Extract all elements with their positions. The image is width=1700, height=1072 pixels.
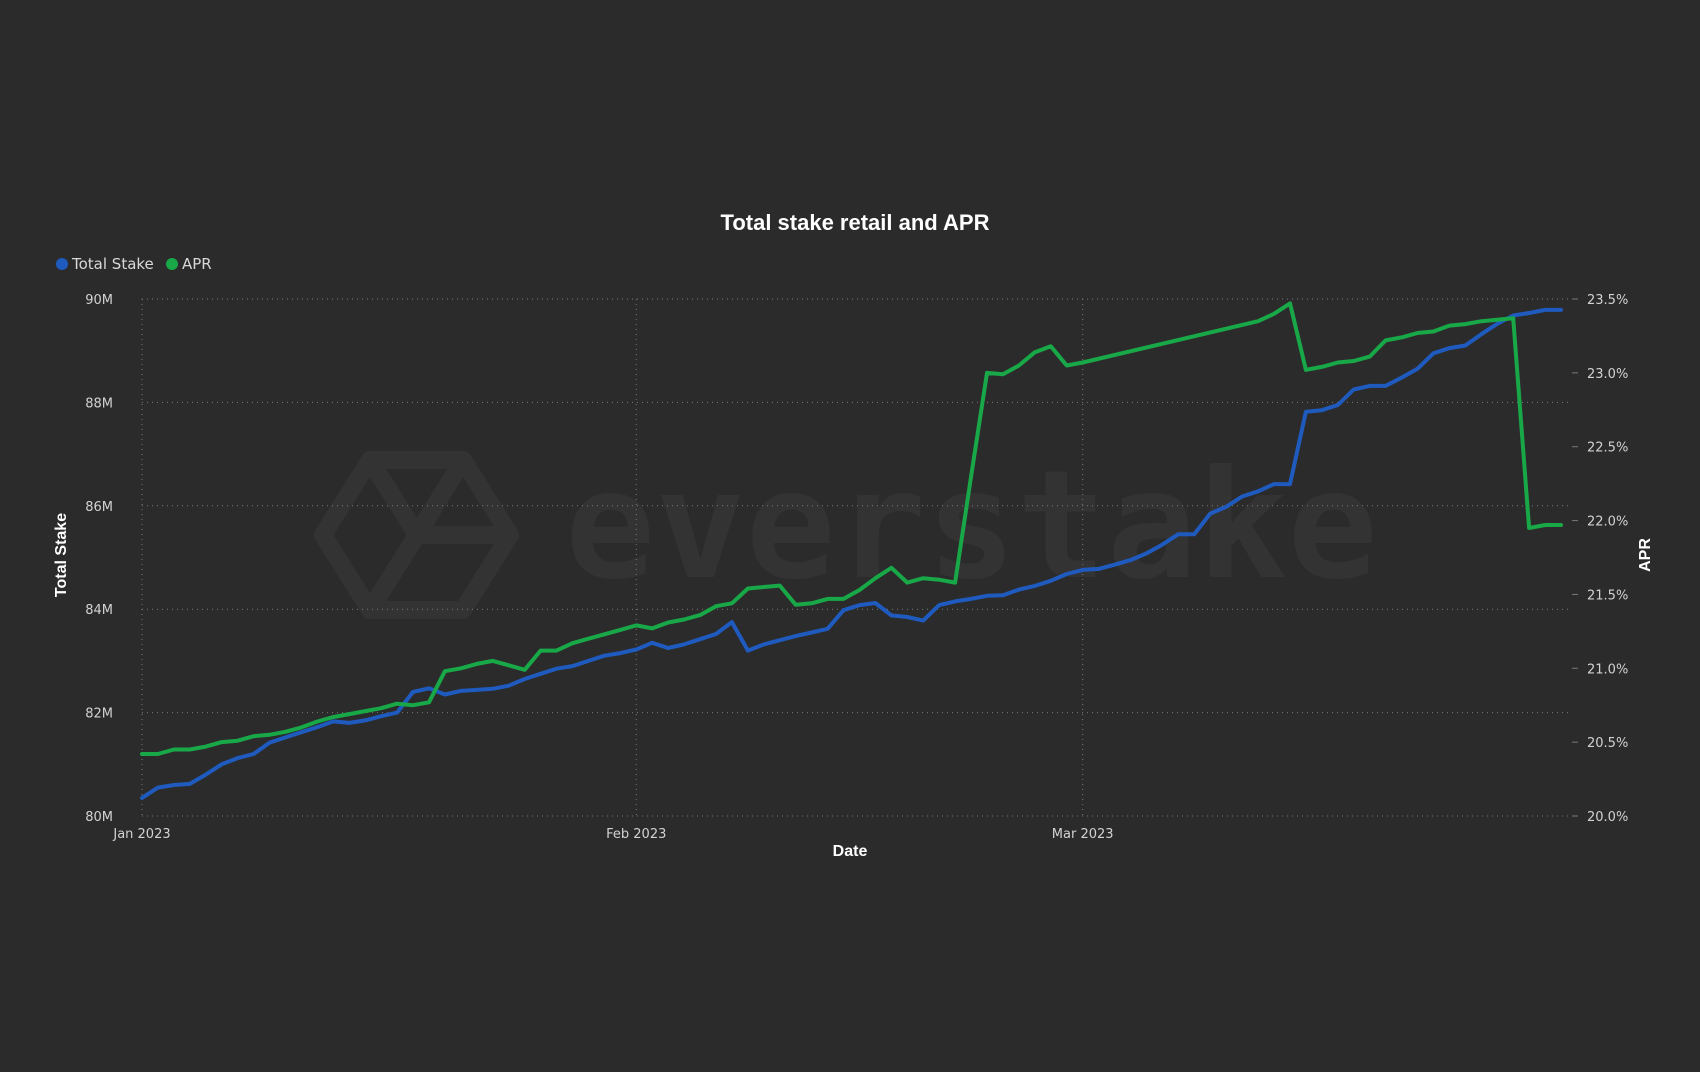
x-axis-ticks: Jan 2023 Feb 2023 Mar 2023 — [112, 827, 1113, 842]
y2-tick-label: 21.0% — [1587, 662, 1628, 677]
x-tick-label: Jan 2023 — [112, 827, 170, 842]
y-tick-label: 90M — [85, 293, 113, 308]
legend-item-apr[interactable]: APR — [166, 255, 212, 273]
series-line-apr[interactable] — [140, 301, 1563, 756]
series-line-total-stake[interactable] — [140, 307, 1563, 800]
x-axis-title: Date — [833, 843, 868, 860]
y2-tick-label: 23.5% — [1587, 293, 1628, 308]
legend-label-apr: APR — [182, 255, 212, 273]
hexagon-logo-icon — [314, 451, 519, 619]
legend-marker-apr — [166, 258, 178, 270]
left-axis-ticks: 80M 82M 84M 86M 88M 90M — [85, 293, 113, 825]
x-tick-label: Feb 2023 — [606, 827, 666, 842]
plot-area[interactable] — [140, 301, 1563, 800]
y-tick-label: 88M — [85, 396, 113, 411]
y-tick-label: 86M — [85, 500, 113, 515]
y2-tick-label: 20.5% — [1587, 736, 1628, 751]
chart-title: Total stake retail and APR — [721, 210, 990, 235]
y2-axis-title: APR — [1637, 538, 1654, 572]
gridlines — [141, 298, 1572, 817]
y2-tick-label: 22.0% — [1587, 515, 1628, 530]
legend-marker-total-stake — [56, 258, 68, 270]
right-axis-ticks: 20.0% 20.5% 21.0% 21.5% 22.0% 22.5% 23.0% 23.5% — [1572, 293, 1628, 825]
y-tick-label: 84M — [85, 603, 113, 618]
y2-tick-label: 22.5% — [1587, 441, 1628, 456]
y-tick-label: 82M — [85, 707, 113, 722]
y-axis-title: Total Stake — [53, 513, 70, 597]
watermark: everstake — [314, 439, 1378, 619]
y-tick-label: 80M — [85, 810, 113, 825]
legend-label-total-stake: Total Stake — [71, 255, 154, 273]
legend-item-total-stake[interactable]: Total Stake — [56, 255, 154, 273]
y2-tick-label: 20.0% — [1587, 810, 1628, 825]
x-tick-label: Mar 2023 — [1052, 827, 1114, 842]
legend[interactable]: Total Stake APR — [56, 255, 212, 273]
y2-tick-label: 21.5% — [1587, 588, 1628, 603]
y2-tick-label: 23.0% — [1587, 367, 1628, 382]
